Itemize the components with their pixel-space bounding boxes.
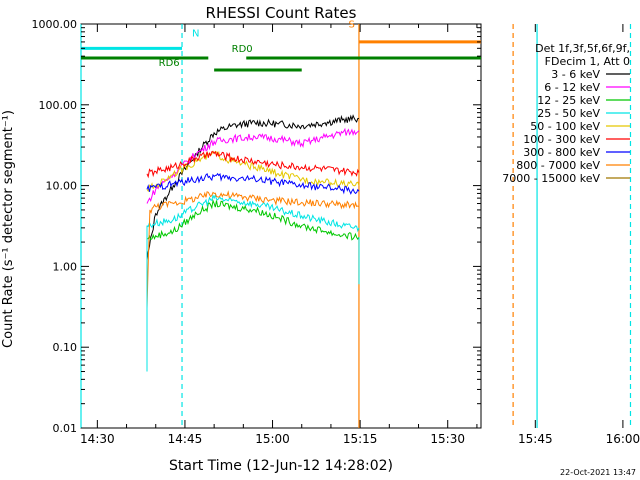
axis-ticks: 0.01 0.10 1.00 10.00 100.00 1000.00 14:30 14:45… (32, 18, 640, 446)
y-tick-label-0: 0.01 (53, 422, 78, 435)
series-3-segment-0 (146, 193, 360, 233)
series-5-segment-0 (146, 150, 360, 179)
chart-title: RHESSI Count Rates (206, 4, 357, 22)
legend: Det 1f,3f,5f,6f,9f,FDecim 1, Att 03 - 6 … (502, 42, 630, 185)
y-tick-label-5: 1000.00 (32, 18, 78, 31)
series-3-segment-1 (517, 196, 565, 235)
y-axis-label: Count Rate (s⁻¹ detector segment⁻¹) (1, 110, 16, 348)
band-label-rd6: RD6 (159, 58, 180, 69)
x-tick-label-6: 16:00 (606, 432, 640, 446)
series-2-segment-1 (517, 204, 565, 243)
legend-entry-label-1: 6 - 12 keV (544, 81, 600, 94)
x-tick-label-5: 15:45 (518, 432, 553, 446)
series-7-segment-1 (517, 187, 565, 308)
y-tick-label-1: 0.10 (53, 341, 78, 354)
legend-entry-label-5: 100 - 300 keV (523, 133, 600, 146)
y-tick-label-4: 100.00 (39, 99, 78, 112)
footer-date: 22-Oct-2021 13:47 (560, 468, 636, 477)
x-tick-label-4: 15:30 (430, 432, 465, 446)
legend-header-1: FDecim 1, Att 0 (545, 55, 630, 68)
legend-entry-label-6: 300 - 800 keV (523, 146, 600, 159)
plot-frame (80, 23, 482, 429)
band-label-s: S (348, 20, 354, 31)
x-axis-label: Start Time (12-Jun-12 14:28:02) (169, 458, 393, 474)
series-4-segment-0 (146, 150, 360, 193)
x-tick-label-1: 14:45 (168, 432, 203, 446)
instrument-state-bands: N S RD0 RD6 (80, 20, 632, 428)
series-2-segment-0 (146, 198, 360, 241)
x-tick-label-3: 15:15 (343, 432, 378, 446)
x-tick-label-2: 15:00 (255, 432, 290, 446)
legend-header-0: Det 1f,3f,5f,6f,9f, (535, 42, 630, 55)
series-0-segment-0 (146, 114, 360, 261)
series-7-segment-0 (146, 190, 360, 309)
y-tick-label-3: 10.00 (46, 180, 78, 193)
band-label-n: N (192, 29, 199, 40)
legend-entry-label-7: 800 - 7000 keV (516, 159, 600, 172)
series-lines (146, 114, 565, 390)
plot-border (80, 23, 482, 429)
legend-entry-label-4: 50 - 100 keV (530, 120, 600, 133)
legend-entry-label-8: 7000 - 15000 keV (502, 172, 600, 185)
y-tick-label-2: 1.00 (53, 260, 78, 273)
series-6-segment-0 (146, 172, 360, 195)
legend-entry-label-3: 25 - 50 keV (537, 107, 600, 120)
x-tick-label-0: 14:30 (80, 432, 115, 446)
band-label-rd0: RD0 (232, 44, 253, 55)
legend-entry-label-2: 12 - 25 keV (537, 94, 600, 107)
series-6-segment-1 (517, 152, 565, 390)
legend-entry-label-0: 3 - 6 keV (551, 68, 600, 81)
